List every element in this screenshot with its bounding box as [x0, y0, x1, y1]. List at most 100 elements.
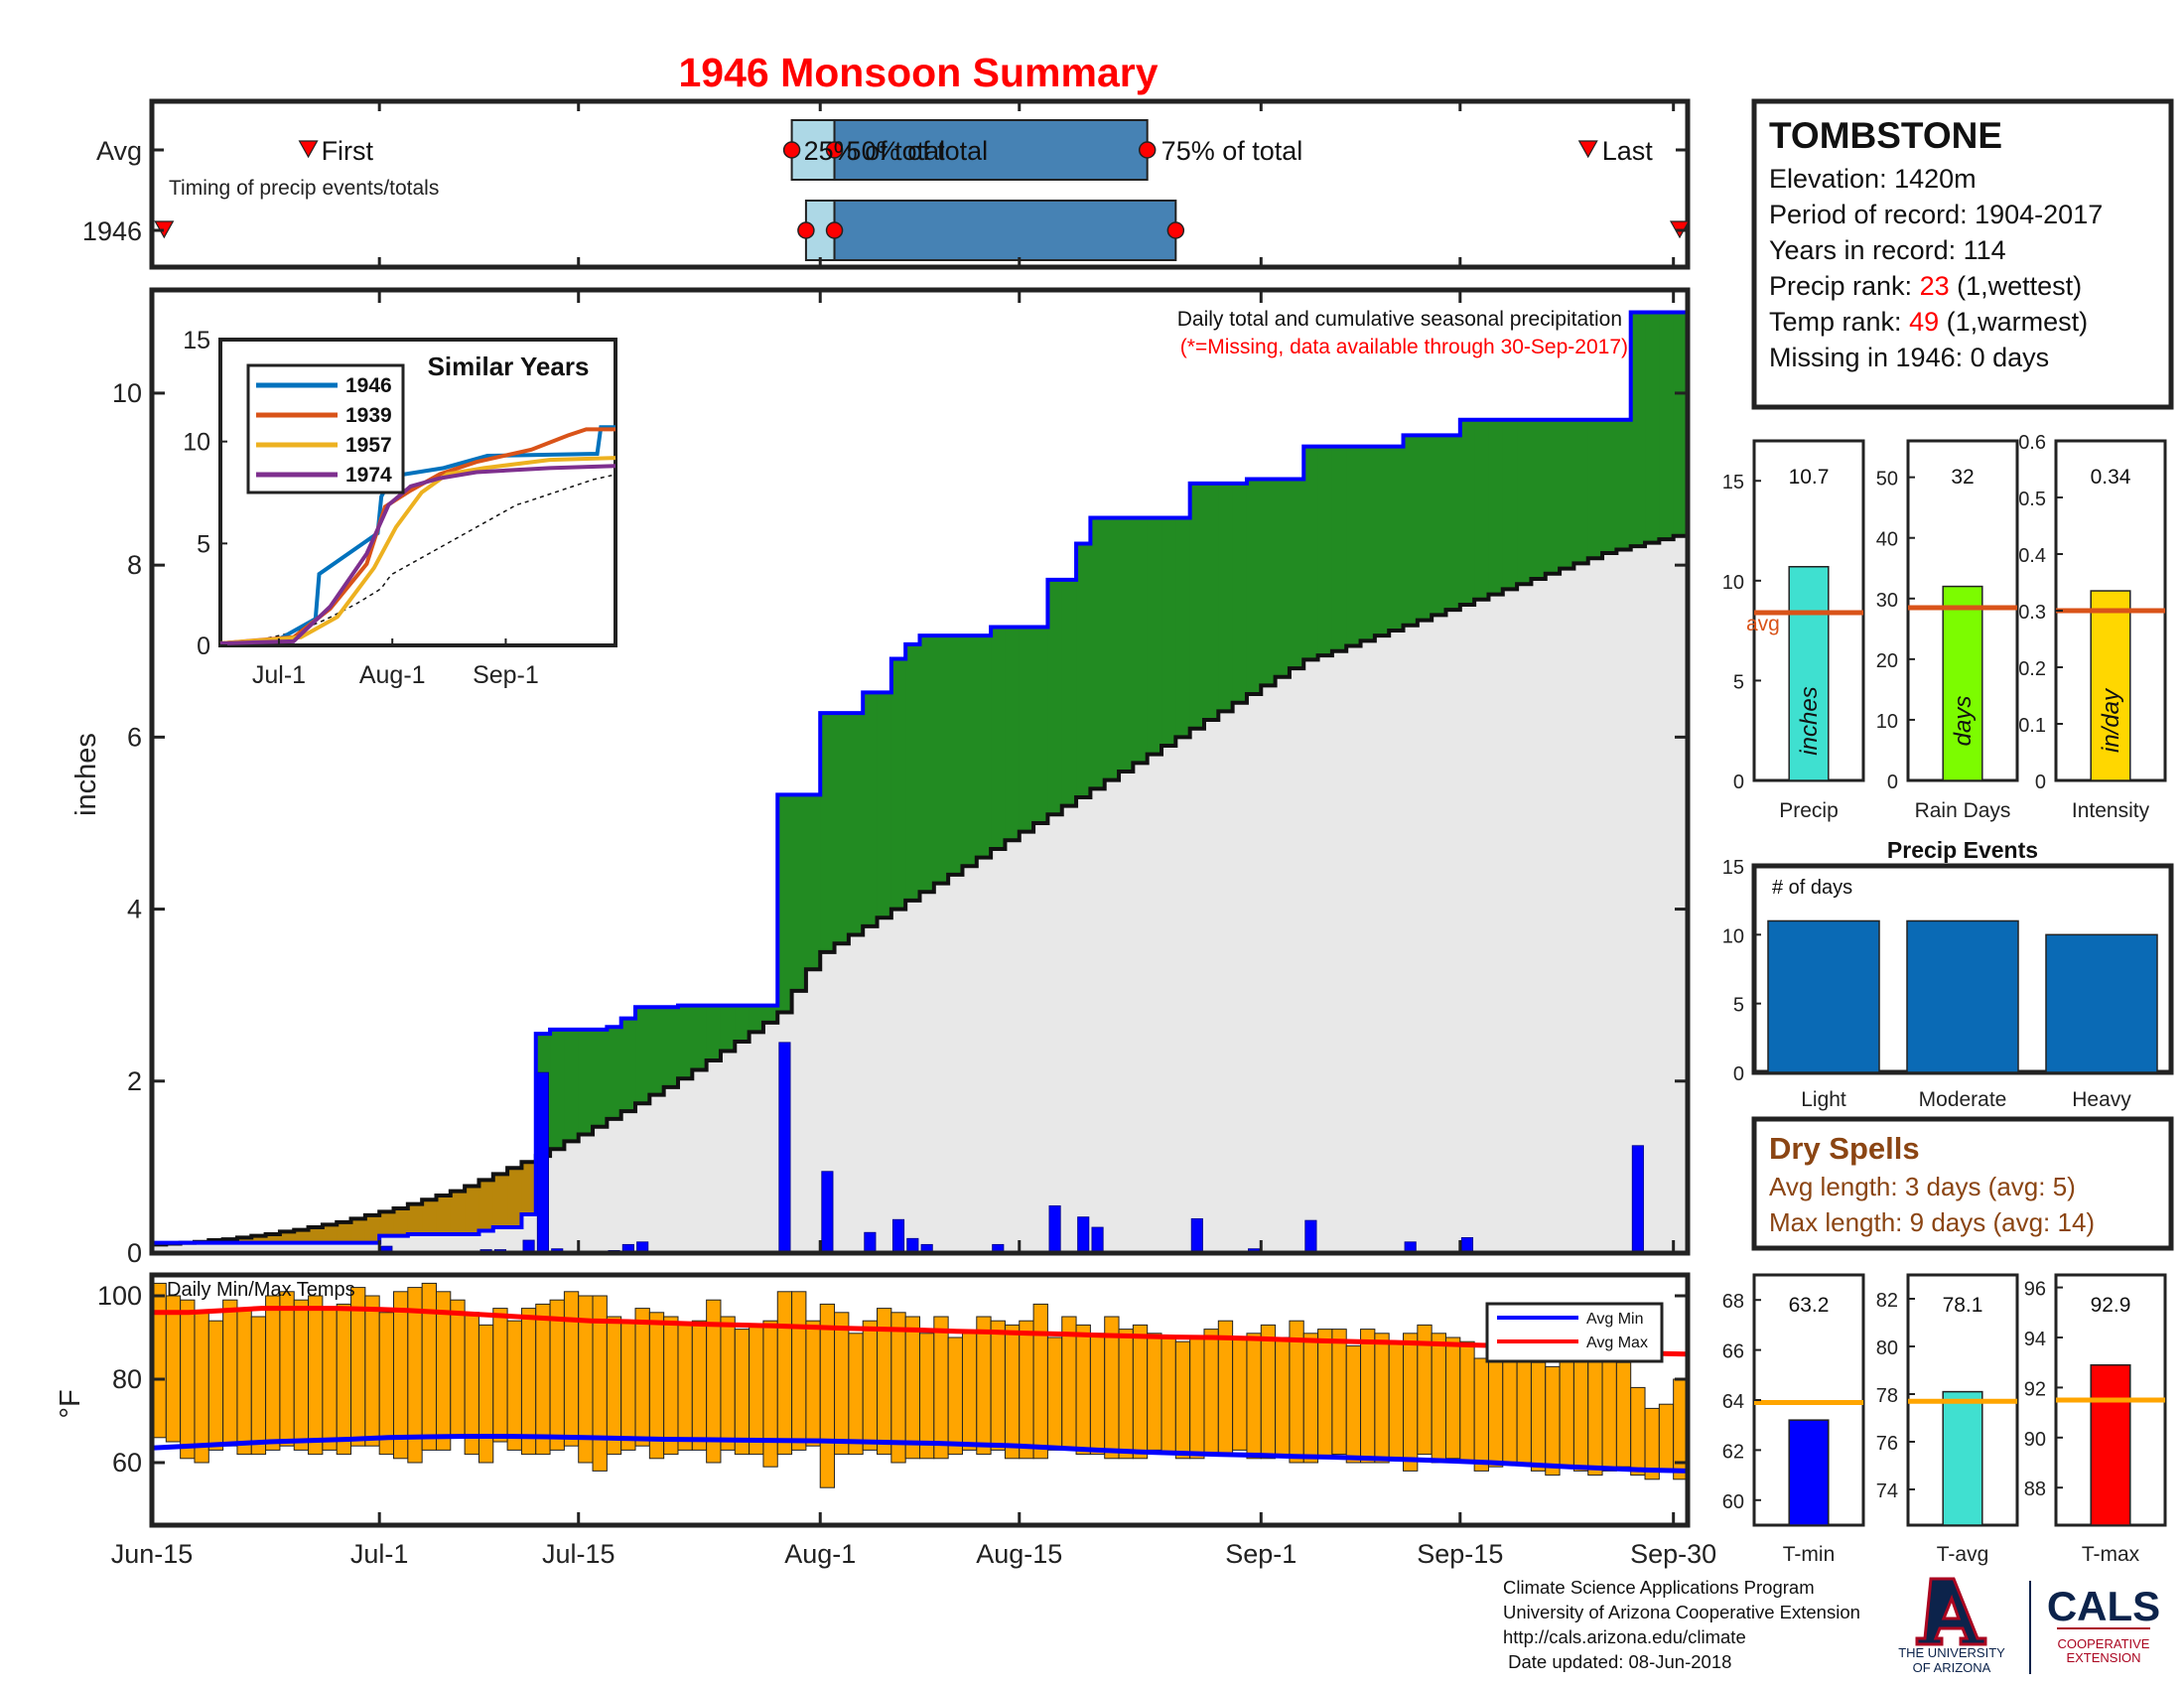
daily-precip-bar-day-27	[536, 1071, 549, 1254]
surplus-fill-day-48	[834, 713, 850, 944]
surplus-fill-day-80	[1289, 479, 1304, 669]
deficit-fill-day-6	[236, 1237, 252, 1243]
temp-bar-day-62	[1032, 1303, 1048, 1460]
credits-block: Climate Science Applications Program Uni…	[1503, 1575, 1860, 1674]
legend-avg-max-label: Avg Max	[1586, 1335, 1648, 1351]
deficit-fill-day-26	[521, 1162, 537, 1215]
main-note-line2: (*=Missing, data available through 30-Se…	[1180, 336, 1628, 358]
temp-bar-day-40	[720, 1316, 736, 1451]
temp-bar-day-49	[848, 1333, 864, 1456]
precip-ytick-label-0: 0	[1733, 772, 1744, 793]
avg-q50-marker	[825, 141, 844, 159]
surplus-fill-day-92	[1459, 419, 1475, 605]
surplus-fill-day-56	[948, 635, 964, 875]
x-tick-label-4: Aug-15	[976, 1539, 1062, 1569]
main-note-line1: Daily total and cumulative seasonal prec…	[1177, 308, 1622, 331]
daily-precip-bar-day-52	[891, 1218, 905, 1254]
t-min-bar	[1788, 1419, 1830, 1526]
t-avg-axis-label: T-avg	[1937, 1543, 1989, 1566]
temp-bar-day-7	[250, 1316, 267, 1456]
temp-bar-day-47	[819, 1303, 836, 1488]
deficit-fill-day-14	[350, 1218, 366, 1243]
station-precip-rank: Precip rank: 23 (1,wettest)	[1769, 268, 2103, 304]
inset-legend-label-1957: 1957	[345, 434, 392, 457]
rain-days-ytick-label-0: 0	[1887, 772, 1898, 793]
surplus-fill-day-34	[635, 1007, 650, 1104]
surplus-fill-day-62	[1033, 627, 1049, 823]
deficit-fill-day-16	[379, 1211, 395, 1236]
surplus-fill-day-31	[593, 1029, 608, 1127]
events-ytick-label-15: 15	[1722, 857, 1744, 879]
surplus-fill-day-52	[890, 658, 906, 910]
temp-bar-day-48	[834, 1312, 850, 1456]
rain-days-ytick-label-20: 20	[1876, 650, 1898, 672]
events-marks: Light Moderate Heavy 0 5 10 15	[1722, 857, 2158, 1111]
deficit-fill-day-18	[407, 1203, 423, 1234]
t-min-axis-label: T-min	[1783, 1543, 1836, 1566]
station-elevation: Elevation: 1420m	[1769, 164, 1977, 194]
timing-caption: Timing of precip events/totals	[169, 177, 439, 200]
surplus-fill-day-74	[1203, 483, 1219, 721]
surplus-fill-day-83	[1331, 446, 1347, 651]
t-avg-ytick-label-78: 78	[1876, 1385, 1898, 1407]
temp-bar-day-3	[194, 1312, 209, 1464]
deficit-fill-day-22	[465, 1186, 480, 1234]
temp-legend-frame	[1485, 1302, 1664, 1363]
surplus-fill-day-54	[919, 635, 935, 893]
temp-bar-day-43	[762, 1320, 778, 1468]
inset-legend-label-1946: 1946	[345, 374, 392, 397]
events-label-heavy: Heavy	[2072, 1088, 2131, 1111]
temp-bar-day-56	[947, 1336, 963, 1456]
temp-bar-day-50	[862, 1320, 879, 1451]
station-box	[1751, 98, 2174, 410]
main-precip-marks: 0 2 4 6 8 10	[112, 290, 1689, 1268]
surplus-fill-day-53	[905, 643, 921, 901]
surplus-fill-day-41	[735, 1005, 751, 1042]
surplus-fill-day-76	[1232, 483, 1248, 703]
daily-precip-bar-day-50	[864, 1231, 877, 1254]
surplus-fill-day-87	[1389, 446, 1405, 631]
events-bar-moderate	[1906, 919, 2019, 1073]
avg-q25-marker	[782, 141, 801, 159]
rain-days-ytick-label-10: 10	[1876, 711, 1898, 733]
timing-row-year-label: 1946	[82, 216, 142, 246]
temp-bar-day-19	[421, 1282, 437, 1451]
temp-bar-day-1	[165, 1295, 182, 1443]
daily-precip-bar-day-65	[1077, 1216, 1090, 1254]
surplus-fill-day-33	[620, 1018, 636, 1112]
x-tick-label-1: Jul-1	[350, 1539, 409, 1569]
temp-bar-day-91	[1444, 1336, 1461, 1460]
deficit-fill-day-8	[265, 1233, 281, 1243]
temp-bar-day-29	[563, 1291, 580, 1447]
surplus-fill-day-78	[1261, 479, 1277, 686]
t-avg-ytick-label-76: 76	[1876, 1433, 1898, 1455]
t-max-value-label: 92.9	[2091, 1294, 2131, 1317]
surplus-fill-day-58	[976, 635, 992, 858]
year-q25-marker	[797, 221, 815, 239]
temp-bar-day-34	[634, 1308, 650, 1447]
deficit-fill-day-9	[279, 1231, 295, 1243]
surplus-fill-day-99	[1560, 419, 1575, 569]
surplus-fill-day-91	[1445, 435, 1461, 611]
temp-bar-day-83	[1331, 1329, 1347, 1456]
surplus-fill-day-102	[1602, 419, 1617, 554]
temp-bar-day-24	[492, 1308, 508, 1443]
dry-spells-max: Max length: 9 days (avg: 14)	[1769, 1207, 2096, 1237]
avg-q25-label: 25% of total	[804, 136, 946, 166]
events-bar-light	[1767, 919, 1880, 1073]
temp-bar-day-59	[990, 1320, 1006, 1451]
deficit-fill-day-20	[436, 1195, 452, 1234]
temp-bar-day-13	[336, 1303, 352, 1456]
avg-last-marker	[1577, 140, 1598, 159]
main-ytick-label-4: 4	[127, 895, 142, 924]
temp-bar-day-103	[1615, 1361, 1632, 1468]
station-years: Years in record: 114	[1769, 235, 2006, 265]
surplus-fill-day-37	[677, 1005, 693, 1079]
inset-ytick-label-10: 10	[183, 429, 210, 457]
surplus-fill-day-57	[962, 635, 978, 867]
surplus-fill-day-105	[1645, 312, 1660, 543]
temp-bar-day-21	[450, 1299, 466, 1439]
t-max-ytick-label-96: 96	[2024, 1279, 2046, 1301]
surplus-fill-day-55	[933, 635, 949, 884]
temp-bar-day-69	[1132, 1324, 1149, 1460]
